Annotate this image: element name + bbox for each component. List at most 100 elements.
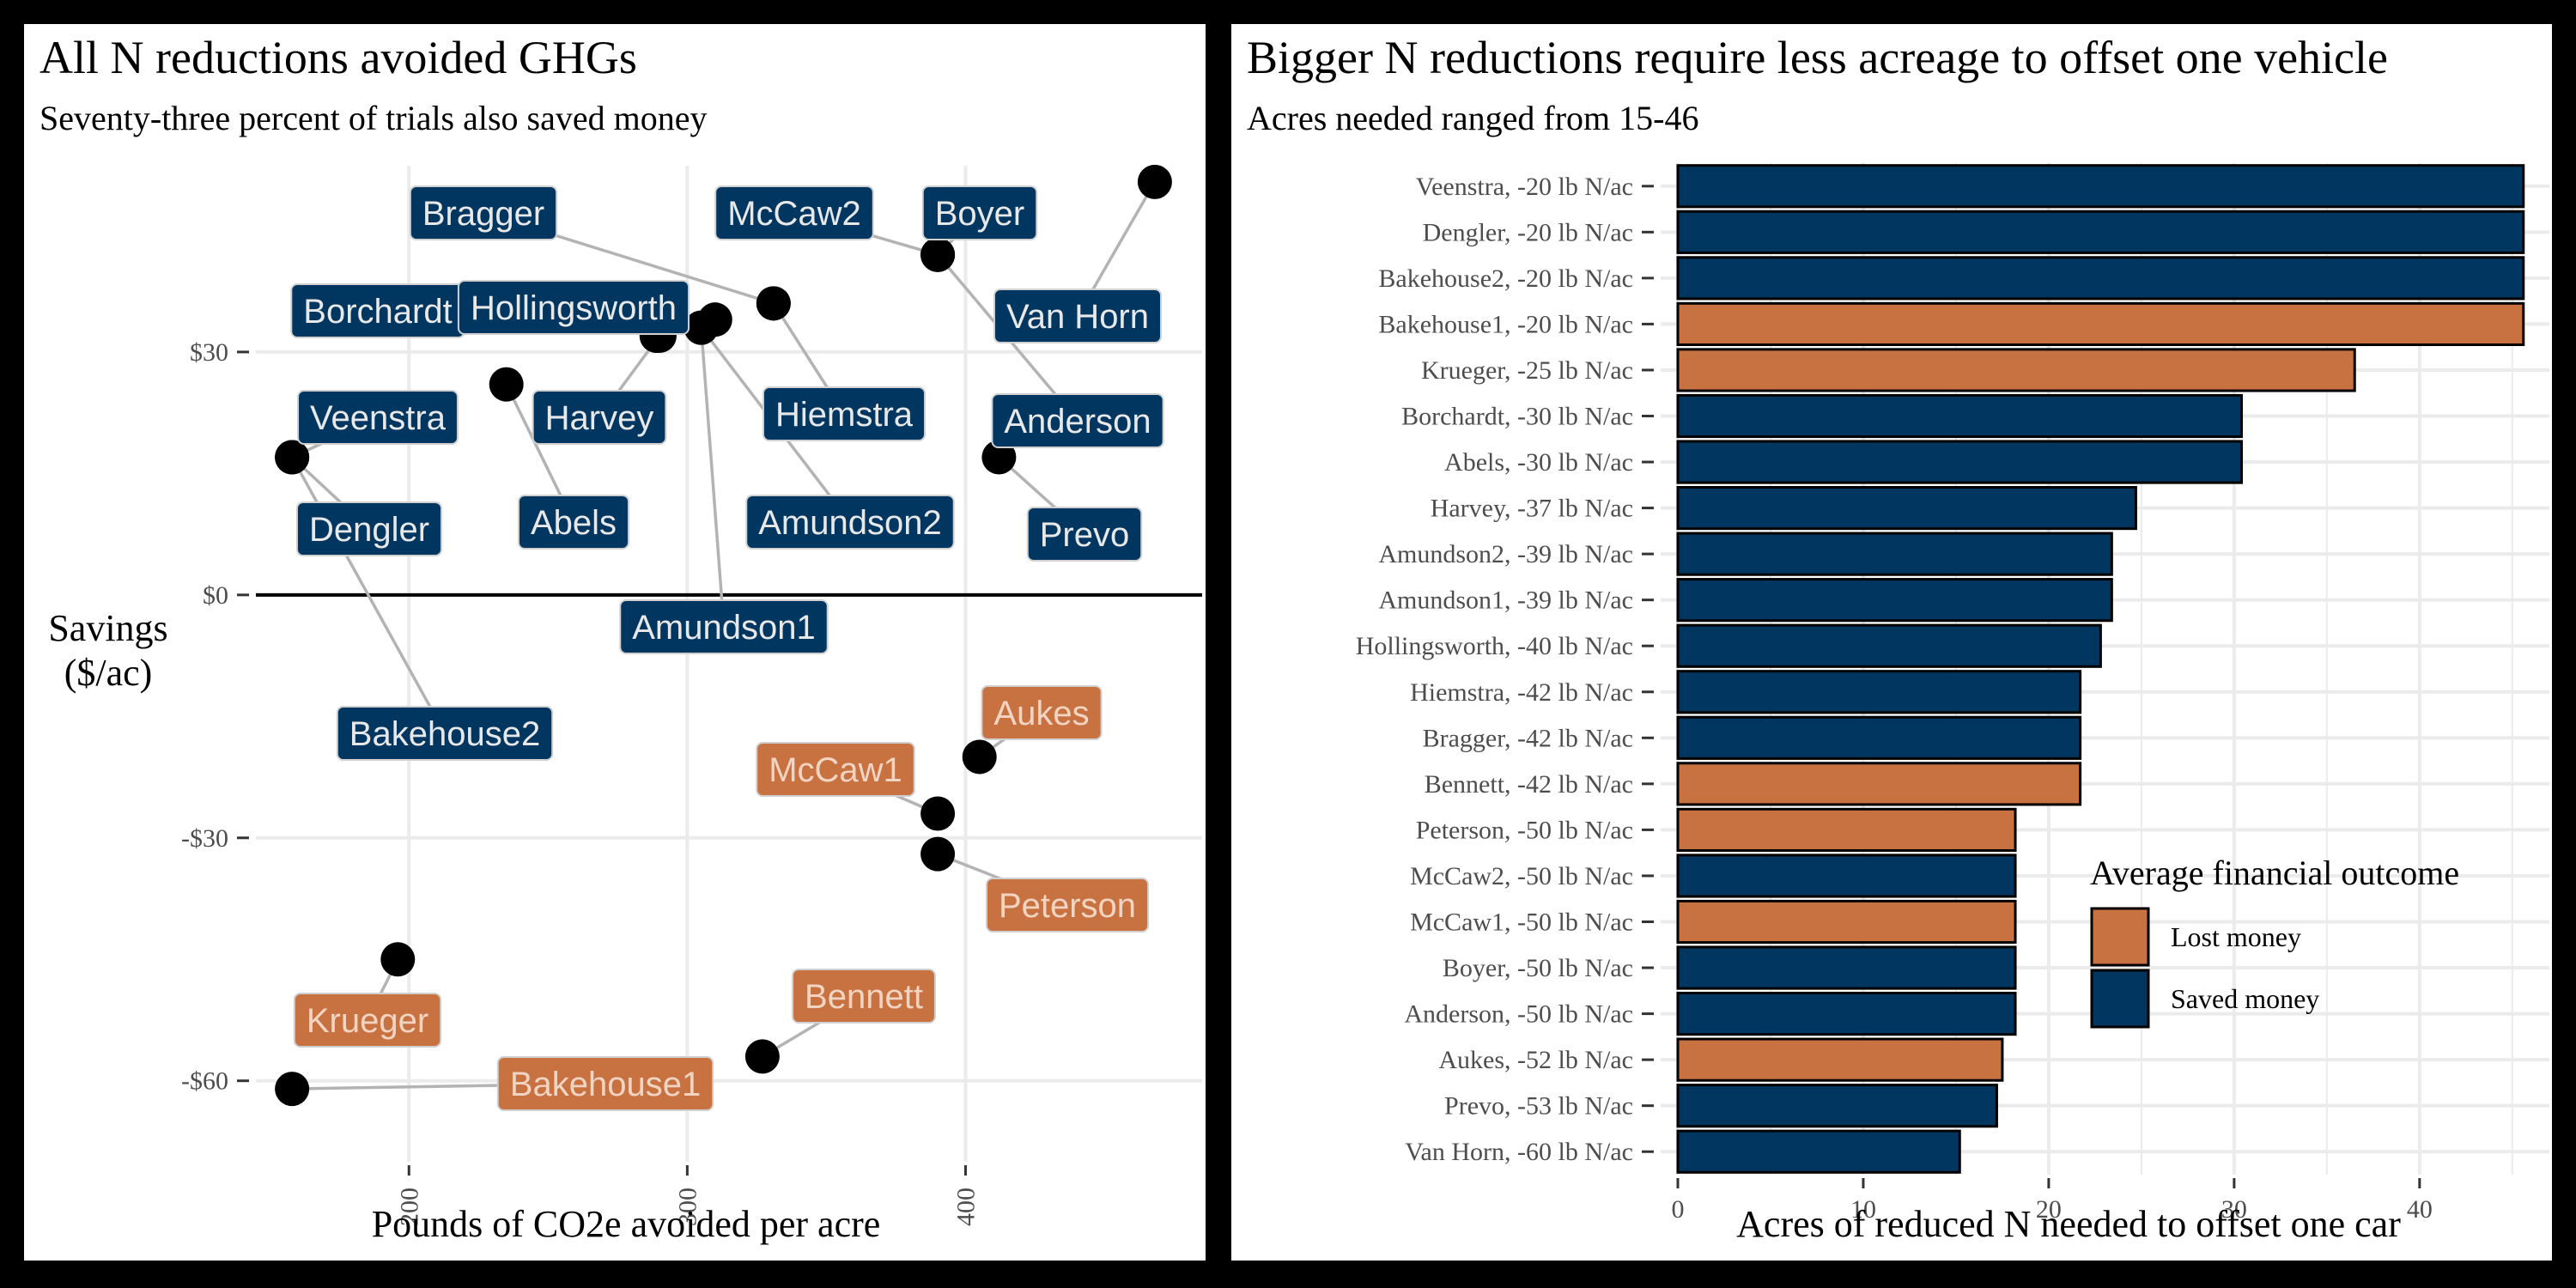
data-label: Van Horn [993, 289, 1163, 343]
y-tick-label: Amundson2, -39 lb N/ac [1378, 540, 1633, 568]
data-label: Aukes [981, 685, 1103, 740]
data-label-box [993, 289, 1163, 343]
data-label-box [792, 969, 936, 1024]
y-tick-label: Veenstra, -20 lb N/ac [1416, 173, 1633, 201]
bar [1676, 393, 2244, 439]
data-label: Amundson2 [745, 495, 955, 550]
data-point [275, 1072, 310, 1107]
data-label: Krueger [293, 993, 442, 1048]
data-label: Boyer [921, 185, 1038, 240]
right-chart-panel: Bigger N reductions require less acreage… [1231, 24, 2552, 1261]
data-label: McCaw2 [714, 185, 874, 240]
legend: Average financial outcome Lost money Saved… [2090, 854, 2459, 1029]
legend-label: Saved money [2171, 983, 2319, 1014]
bar [1676, 1084, 1998, 1128]
data-label-text: Amundson1 [632, 609, 815, 647]
y-tick-label: Van Horn, -60 lb N/ac [1405, 1138, 1633, 1166]
data-point [920, 796, 956, 831]
data-label-text: Veenstra [310, 399, 447, 437]
y-tick-label: Aukes, -52 lb N/ac [1438, 1046, 1633, 1074]
x-tick-label: 400 [952, 1188, 981, 1226]
right-chart-subtitle: Acres needed ranged from 15-46 [1247, 99, 1699, 137]
scatter-plot: -$60 -$30 $0 $30 200 300 400 Pounds of CO2e avo… [48, 164, 1202, 1245]
data-label-box [619, 599, 829, 654]
data-point [756, 286, 791, 321]
x-axis-title: Acres of reduced N needed to offset one … [1736, 1203, 2401, 1245]
bar [1676, 348, 2356, 392]
y-tick-label: Harvey, -37 lb N/ac [1431, 495, 1633, 523]
data-label: McCaw1 [756, 742, 915, 797]
data-label: Dengler [295, 501, 443, 556]
data-label: Borchardt [290, 283, 465, 338]
y-tick-label: Prevo, -53 lb N/ac [1444, 1092, 1633, 1121]
data-label: Bakehouse2 [336, 706, 554, 761]
data-label: Prevo [1026, 507, 1143, 562]
y-tick-label: Hollingsworth, -40 lb N/ac [1356, 632, 1633, 660]
y-tick-label: Bennett, -42 lb N/ac [1425, 770, 1633, 799]
data-label-text: Abels [531, 504, 617, 542]
bar [1676, 440, 2244, 484]
bar [1676, 899, 2017, 945]
x-tick-label: 30 [2221, 1195, 2247, 1224]
data-label: Hiemstra [762, 386, 927, 441]
y-tick-label: Borchardt, -30 lb N/ac [1401, 403, 1633, 431]
left-chart-panel: All N reductions avoided GHGs Seventy-th… [24, 24, 1206, 1261]
y-tick-label: -$60 [181, 1067, 228, 1096]
y-tick-label: Bakehouse2, -20 lb N/ac [1378, 264, 1633, 293]
data-point [920, 836, 956, 872]
data-label-text: Anderson [1004, 403, 1151, 440]
y-tick-label: Anderson, -50 lb N/ac [1404, 1000, 1633, 1029]
data-label-box [1026, 507, 1143, 562]
data-label-text: McCaw1 [769, 751, 902, 789]
x-tick-label: 300 [673, 1188, 702, 1226]
data-label-text: Aukes [993, 695, 1089, 732]
left-chart-title: All N reductions avoided GHGs [39, 32, 637, 83]
y-tick-label: Krueger, -25 lb N/ac [1421, 356, 1633, 385]
bar [1676, 762, 2082, 806]
bar [1676, 532, 2113, 576]
y-tick-label: Amundson1, -39 lb N/ac [1378, 586, 1633, 615]
y-tick-label: Boyer, -50 lb N/ac [1443, 954, 1633, 982]
data-point [744, 1039, 780, 1074]
data-label-box [496, 1056, 714, 1111]
bar [1676, 623, 2102, 668]
y-axis-title: Savings [48, 607, 167, 649]
data-label-box [532, 390, 667, 445]
legend-swatch [2090, 969, 2150, 1029]
left-chart-subtitle: Seventy-three percent of trials also sav… [39, 99, 708, 137]
data-label: Harvey [532, 390, 667, 445]
data-label-box [745, 495, 955, 550]
bar-chart: Veenstra, -20 lb N/ac Dengler, -20 lb N/a… [1356, 163, 2549, 1245]
bar [1676, 210, 2525, 254]
x-tick-label: 0 [1672, 1195, 1685, 1224]
data-point [380, 942, 416, 977]
legend-swatch [2090, 907, 2150, 967]
data-point [920, 237, 956, 272]
y-tick-label: $0 [203, 581, 228, 610]
data-label-text: Hollingsworth [471, 289, 677, 327]
data-label-text: Dengler [309, 511, 429, 549]
data-label-text: Boyer [935, 195, 1025, 233]
data-point [489, 367, 524, 402]
y-tick-label: Abels, -30 lb N/ac [1444, 448, 1633, 477]
data-label-box [714, 185, 874, 240]
y-tick-label: Hiemstra, -42 lb N/ac [1410, 678, 1633, 707]
data-label: Amundson1 [619, 599, 829, 654]
data-label-box [981, 685, 1103, 740]
y-tick-label: McCaw2, -50 lb N/ac [1410, 862, 1633, 890]
x-tick-label: 40 [2407, 1195, 2433, 1224]
bar [1676, 256, 2525, 301]
y-tick-label: Bragger, -42 lb N/ac [1423, 724, 1633, 752]
data-label-text: Prevo [1040, 516, 1130, 554]
bar [1676, 485, 2137, 531]
data-label-box [991, 393, 1164, 448]
data-point-layer [275, 164, 1172, 1107]
data-label: Veenstra [297, 390, 459, 445]
data-label: Bennett [792, 969, 936, 1024]
bar [1676, 991, 2017, 1036]
data-label-text: Van Horn [1006, 298, 1149, 336]
data-point [683, 310, 719, 345]
data-label-text: Amundson2 [758, 504, 941, 542]
data-label: Peterson [985, 878, 1150, 933]
data-label-box [756, 742, 915, 797]
